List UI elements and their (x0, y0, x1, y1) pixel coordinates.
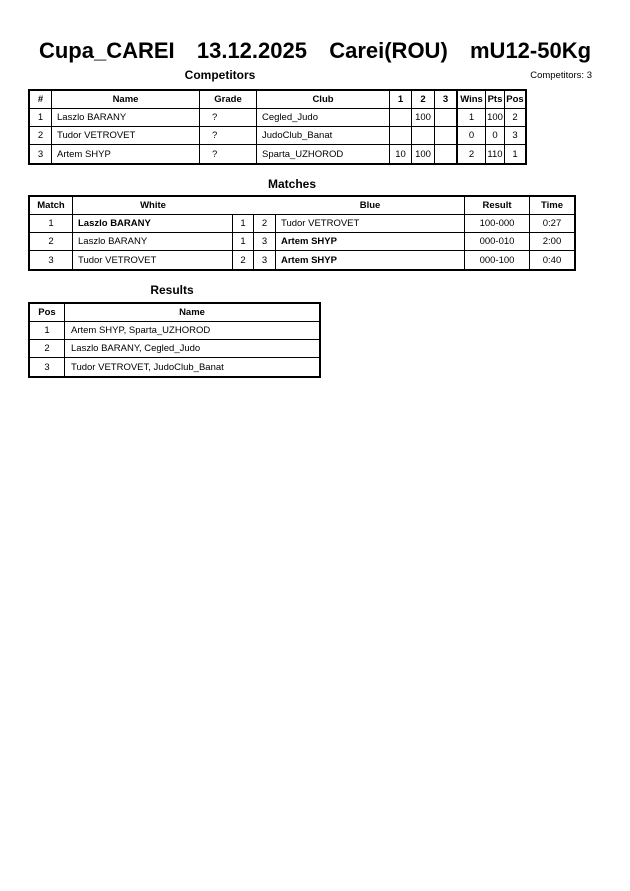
col-header-round2: 2 (412, 91, 435, 109)
round1-score: 10 (390, 145, 412, 163)
col-header-blue-num (254, 197, 276, 215)
col-header-result: Result (465, 197, 530, 215)
result-competitor: Artem SHYP, Sparta_UZHOROD (65, 322, 319, 340)
col-header-pos: Pos (505, 91, 525, 109)
match-number: 3 (30, 251, 73, 269)
competitor-number: 1 (30, 109, 52, 127)
competitor-wins: 0 (458, 127, 486, 145)
col-header-wins: Wins (458, 91, 486, 109)
blue-competitor-number: 3 (254, 251, 276, 269)
match-time: 2:00 (530, 233, 574, 251)
col-header-round1: 1 (390, 91, 412, 109)
col-header-name: Name (65, 304, 319, 322)
match-result: 100-000 (465, 215, 530, 233)
col-header-blue: Blue (276, 197, 465, 215)
match-row: 2 Laszlo BARANY 1 3 Artem SHYP 000-010 2… (30, 233, 574, 251)
competitor-row: 3 Artem SHYP ? Sparta_UZHOROD 10 100 2 1… (30, 145, 525, 163)
result-position: 3 (30, 358, 65, 376)
competitor-club: JudoClub_Banat (257, 127, 390, 145)
results-table: Pos Name 1 Artem SHYP, Sparta_UZHOROD 2 … (28, 302, 321, 378)
round2-score: 100 (412, 145, 435, 163)
competitors-header-row: # Name Grade Club 1 2 3 Wins Pts Pos (30, 91, 525, 109)
blue-competitor: Tudor VETROVET (276, 215, 465, 233)
results-header-row: Pos Name (30, 304, 319, 322)
white-competitor: Tudor VETROVET (73, 251, 233, 269)
col-header-grade: Grade (200, 91, 257, 109)
match-row: 1 Laszlo BARANY 1 2 Tudor VETROVET 100-0… (30, 215, 574, 233)
competitor-pts: 0 (486, 127, 505, 145)
col-header-time: Time (530, 197, 574, 215)
result-position: 2 (30, 340, 65, 358)
result-row: 3 Tudor VETROVET, JudoClub_Banat (30, 358, 319, 376)
result-competitor: Tudor VETROVET, JudoClub_Banat (71, 361, 224, 373)
round2-score: 100 (412, 109, 435, 127)
competitor-wins: 1 (458, 109, 486, 127)
competitors-heading: Competitors (184, 68, 256, 82)
competitors-count: Competitors: 3 (530, 70, 592, 81)
competitor-grade: ? (200, 145, 257, 163)
competitor-name: Artem SHYP (52, 145, 200, 163)
matches-table: Match White Blue Result Time 1 Laszlo BA… (28, 195, 576, 271)
round3-score (435, 127, 458, 145)
competitor-pos: 3 (505, 127, 525, 145)
match-row: 3 Tudor VETROVET 2 3 Artem SHYP 000-100 … (30, 251, 574, 269)
result-competitor: Laszlo BARANY, Cegled_Judo (65, 340, 319, 358)
round3-score (435, 109, 458, 127)
col-header-match: Match (30, 197, 73, 215)
competitor-number: 3 (30, 145, 52, 163)
competitor-club: Cegled_Judo (257, 109, 390, 127)
competitor-name: Laszlo BARANY (52, 109, 200, 127)
col-header-round3: 3 (435, 91, 458, 109)
col-header-club: Club (257, 91, 390, 109)
match-number: 1 (30, 215, 73, 233)
competitor-pts: 110 (486, 145, 505, 163)
competitor-name: Tudor VETROVET (52, 127, 200, 145)
result-row: 1 Artem SHYP, Sparta_UZHOROD (30, 322, 319, 340)
blue-competitor-number: 2 (254, 215, 276, 233)
white-competitor-number: 1 (233, 233, 254, 251)
results-heading: Results (150, 283, 194, 297)
blue-competitor: Artem SHYP (276, 233, 465, 251)
col-header-white-num (233, 197, 254, 215)
competitor-wins: 2 (458, 145, 486, 163)
white-competitor: Laszlo BARANY (73, 215, 233, 233)
white-competitor: Laszlo BARANY (73, 233, 233, 251)
col-header-name: Name (52, 91, 200, 109)
competitor-club: Sparta_UZHOROD (257, 145, 390, 163)
match-result: 000-100 (465, 251, 530, 269)
match-result: 000-010 (465, 233, 530, 251)
competitor-row: 2 Tudor VETROVET ? JudoClub_Banat 0 0 3 (30, 127, 525, 145)
matches-heading: Matches (267, 177, 317, 191)
round3-score (435, 145, 458, 163)
col-header-num: # (30, 91, 52, 109)
result-row: 2 Laszlo BARANY, Cegled_Judo (30, 340, 319, 358)
match-time: 0:27 (530, 215, 574, 233)
round1-score (390, 109, 412, 127)
col-header-pts: Pts (486, 91, 505, 109)
white-competitor-number: 2 (233, 251, 254, 269)
round2-score (412, 127, 435, 145)
competitor-row: 1 Laszlo BARANY ? Cegled_Judo 100 1 100 … (30, 109, 525, 127)
round1-score (390, 127, 412, 145)
blue-competitor-number: 3 (254, 233, 276, 251)
competitor-pts: 100 (486, 109, 505, 127)
match-time: 0:40 (542, 254, 562, 266)
competitor-grade: ? (200, 109, 257, 127)
col-header-pos: Pos (30, 304, 65, 322)
match-number: 2 (30, 233, 73, 251)
col-header-white: White (73, 197, 233, 215)
competitor-pos: 1 (512, 148, 518, 160)
blue-competitor: Artem SHYP (276, 251, 465, 269)
matches-header-row: Match White Blue Result Time (30, 197, 574, 215)
competitors-table: # Name Grade Club 1 2 3 Wins Pts Pos 1 L… (28, 89, 527, 165)
result-position: 1 (30, 322, 65, 340)
white-competitor-number: 1 (233, 215, 254, 233)
competitor-grade: ? (200, 127, 257, 145)
page-title: Cupa_CAREI 13.12.2025 Carei(ROU) mU12-50… (38, 38, 592, 63)
competitor-number: 2 (30, 127, 52, 145)
competitor-pos: 2 (505, 109, 525, 127)
